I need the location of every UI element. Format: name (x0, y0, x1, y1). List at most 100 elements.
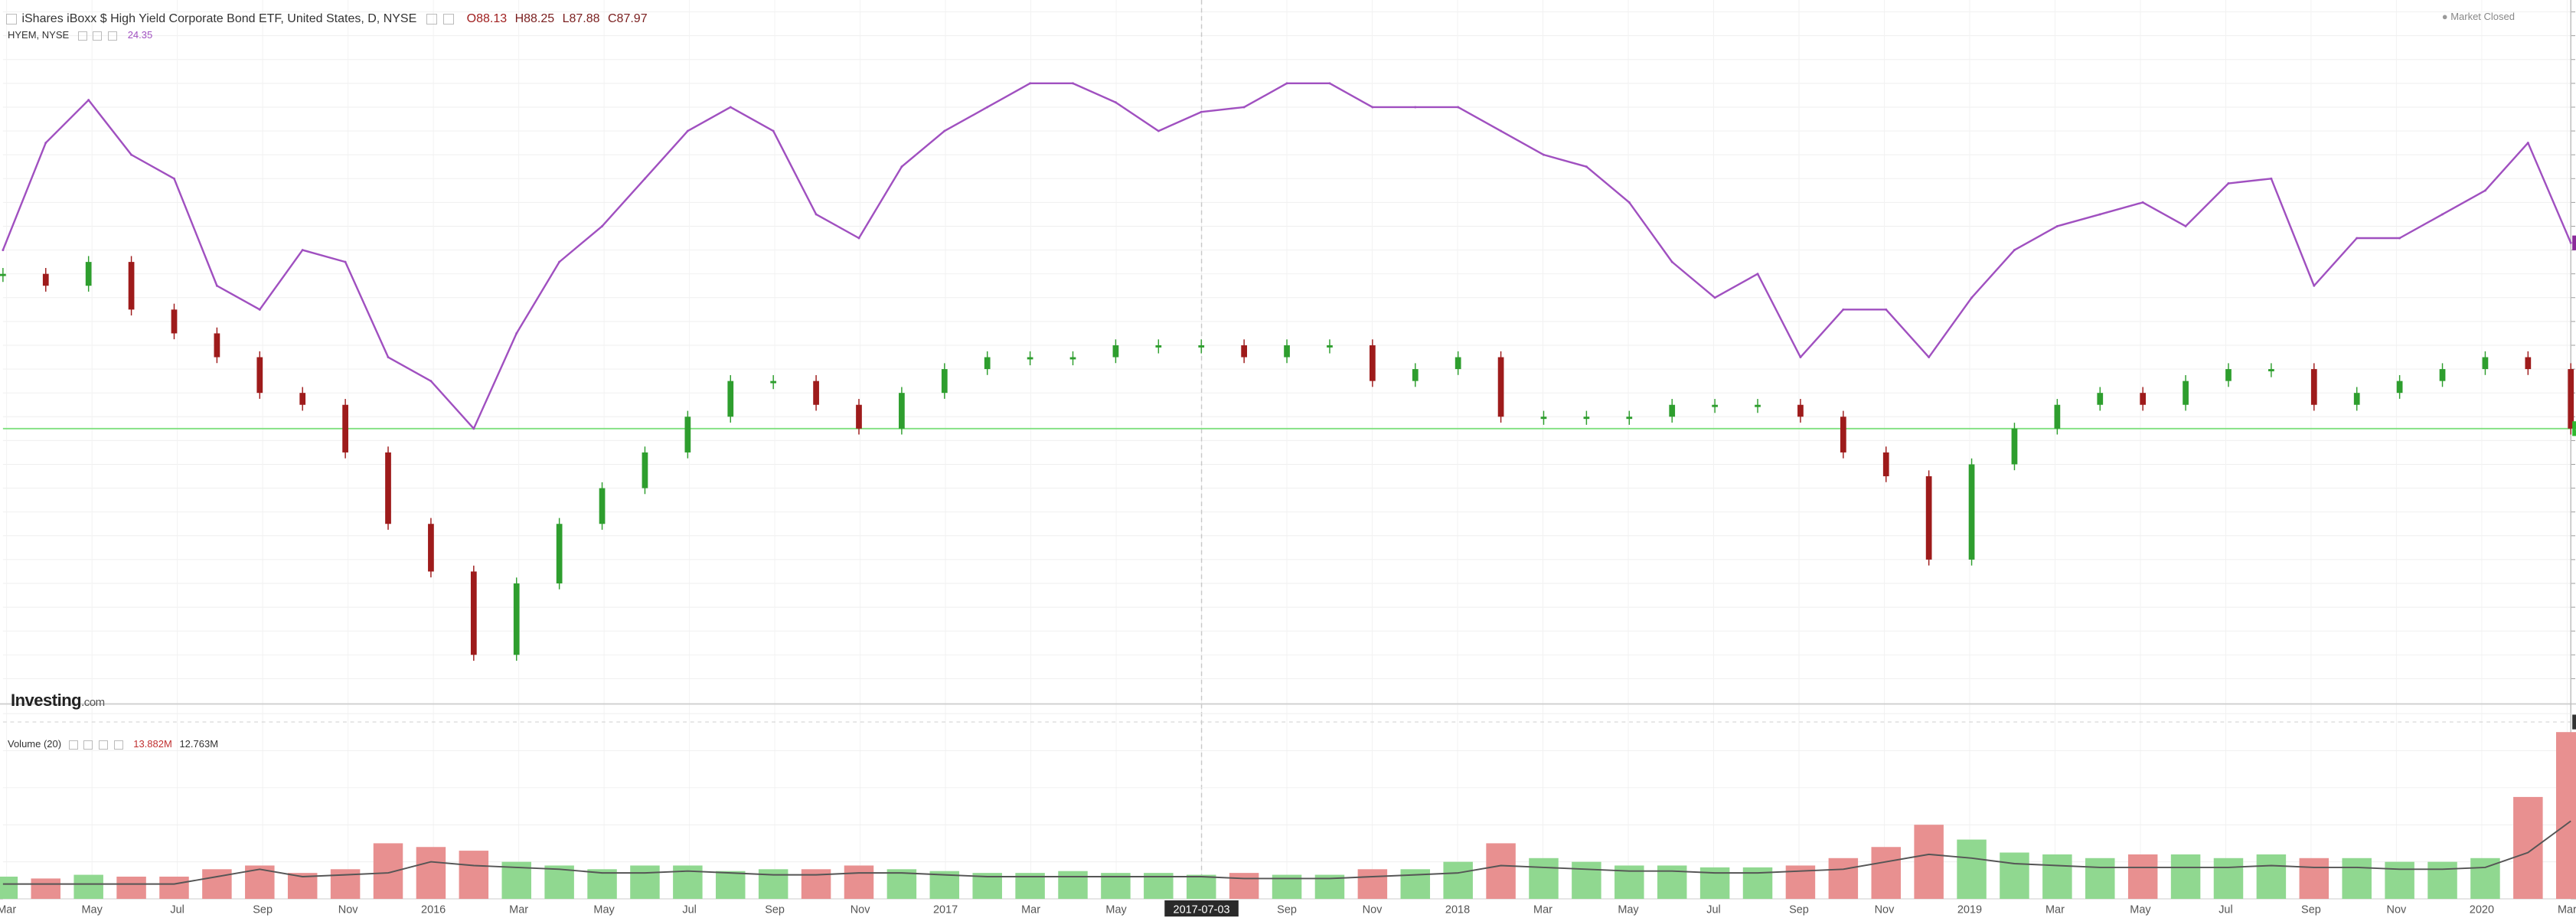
hyg-candle (1925, 476, 1932, 560)
hyg-candle (899, 393, 905, 429)
main-symbol-title: iShares iBoxx $ High Yield Corporate Bon… (21, 12, 417, 25)
hyem-point (2313, 284, 2316, 287)
time-axis-label: Sep (253, 903, 273, 916)
hyem-point (2098, 213, 2101, 216)
settings-icon[interactable] (83, 740, 93, 750)
brand-logo: Investing.com (11, 691, 105, 711)
hyg-candle (2140, 393, 2147, 405)
hyem-point (2526, 142, 2529, 145)
hyem-point (2356, 237, 2359, 240)
hyem-point (2184, 225, 2187, 227)
close-icon[interactable] (443, 13, 455, 25)
hyem-point (900, 165, 903, 168)
volume-bar (459, 851, 489, 900)
time-axis-label: May (1618, 903, 1639, 916)
hyem-point (1242, 106, 1246, 109)
hyem-point (130, 153, 133, 156)
hyg-candle (684, 417, 691, 452)
hyem-point (943, 129, 946, 132)
hyem-point (1628, 201, 1631, 204)
time-axis-label: 2020 (2470, 903, 2494, 916)
visibility-icon[interactable] (68, 740, 78, 750)
hyg-candle (2011, 428, 2018, 465)
time-axis-label: Jul (2218, 903, 2233, 916)
hyem-point (857, 237, 860, 240)
time-axis-label: Sep (2301, 903, 2321, 916)
status-dot-icon: ● (2441, 11, 2448, 22)
time-axis-label: Sep (765, 903, 785, 916)
hyem-point (1114, 101, 1117, 104)
volume-bar (159, 876, 189, 900)
hyg-candle (1755, 404, 1761, 407)
hyg-candle (342, 404, 348, 452)
volume-bar (2127, 854, 2158, 900)
hyg-candle (1112, 345, 1119, 358)
time-axis-label: Jul (682, 903, 697, 916)
hyg-candle (1284, 345, 1290, 358)
time-axis-label: May (1105, 903, 1127, 916)
hyem-point (1414, 106, 1417, 109)
hyg-candle (2310, 369, 2317, 405)
volume-bar (1957, 839, 1987, 900)
hyg-candle (1583, 417, 1590, 420)
high-value: H88.25 (514, 12, 555, 25)
compare-symbol: HYEM, NYSE (8, 29, 70, 41)
hyem-point (815, 213, 818, 216)
more-icon[interactable] (113, 740, 123, 750)
hyem-point (87, 99, 90, 102)
time-axis-label: May (2130, 903, 2151, 916)
volume-bar (0, 876, 18, 900)
hyem-point (1713, 296, 1716, 299)
close-icon[interactable] (108, 31, 118, 41)
visibility-icon[interactable] (77, 31, 87, 41)
volume-bar (2213, 858, 2244, 900)
volume-bar (886, 869, 917, 900)
volume-legend: Volume (20) 13.882M 12.763M (8, 738, 218, 750)
hyem-point (2, 249, 5, 252)
brand-suffix: .com (81, 696, 105, 709)
hyem-point (215, 284, 218, 287)
hyg-candle (1370, 345, 1376, 381)
close-icon[interactable] (98, 740, 108, 750)
crosshair-date-box (1164, 900, 1239, 917)
hyg-candle (2525, 357, 2532, 370)
hyg-candle (2183, 381, 2189, 405)
hyem-point (1200, 110, 1203, 113)
hyem-point (344, 260, 347, 263)
settings-icon[interactable] (93, 31, 103, 41)
hyem-point (2398, 237, 2401, 240)
hyem-point (2013, 249, 2016, 252)
hyg-candle (856, 404, 862, 429)
hyem-point (558, 260, 561, 263)
chevron-icon[interactable] (6, 13, 17, 25)
hyg-candle (599, 488, 606, 524)
volume-bar (1186, 874, 1216, 900)
volume-bar (416, 847, 446, 900)
hyg-candle (2097, 393, 2104, 405)
hyg-candle (941, 369, 948, 394)
hyg-candle (1455, 357, 1461, 370)
volume-bar (2555, 732, 2576, 900)
hyg-candle (385, 452, 391, 524)
hyem-point (2569, 241, 2572, 244)
hyg-candle (1626, 417, 1633, 420)
hyg-candle (256, 357, 263, 394)
market-status-text: Market Closed (2450, 11, 2515, 22)
volume-bar (73, 874, 103, 900)
hyem-point (258, 308, 261, 311)
volume-bar (1871, 847, 1901, 900)
hyem-point (301, 249, 304, 252)
volume-bar (2000, 852, 2029, 900)
settings-icon[interactable] (426, 13, 437, 25)
time-axis-label: Sep (1277, 903, 1297, 916)
volume-bar (202, 869, 232, 900)
hyg-candle (1027, 357, 1033, 360)
volume-bar (1828, 858, 1859, 900)
time-axis-label: Jul (1706, 903, 1721, 916)
hyem-point (686, 129, 689, 132)
time-axis-label: Mar (1533, 903, 1552, 916)
compare-legend: HYEM, NYSE 24.35 (8, 29, 152, 41)
hyg-candle (171, 309, 178, 334)
hyem-point (1072, 82, 1074, 85)
